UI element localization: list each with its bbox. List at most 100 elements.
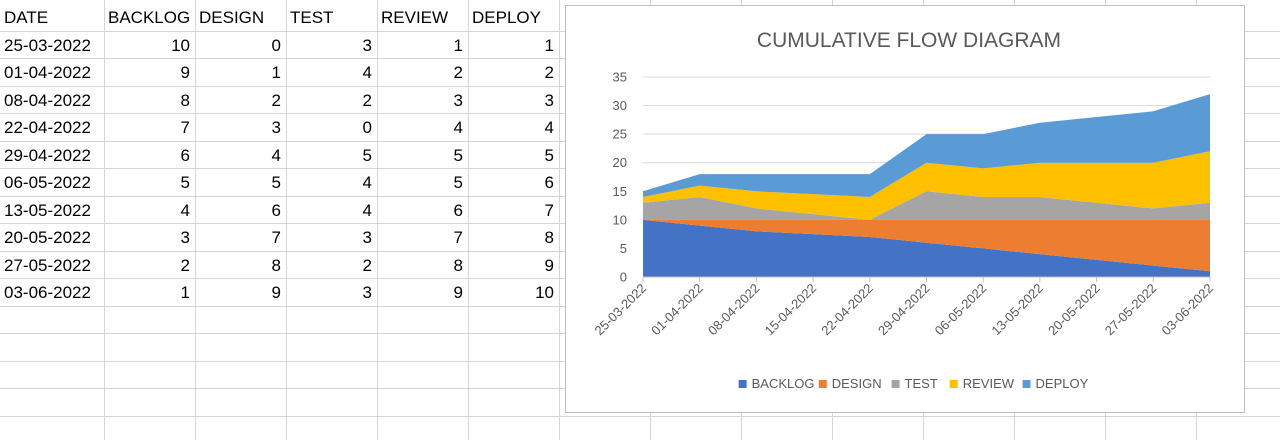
value-cell[interactable]: 1 — [544, 36, 554, 55]
value-cell[interactable]: 10 — [535, 283, 554, 302]
value-cell[interactable]: 9 — [271, 283, 281, 302]
chart-title: CUMULATIVE FLOW DIAGRAM — [757, 29, 1061, 52]
chart-container[interactable]: CUMULATIVE FLOW DIAGRAM 0 5 10 15 20 25 30 35 2… — [565, 5, 1245, 413]
y-axis-ticks: 0 5 10 15 20 25 30 35 — [613, 70, 627, 285]
x-tick-label: 03-06-2022 — [1158, 281, 1216, 339]
value-cell[interactable]: 4 — [544, 118, 554, 137]
date-cell[interactable]: 06-05-2022 — [4, 173, 91, 192]
value-cell[interactable]: 2 — [271, 91, 281, 110]
value-cell[interactable]: 3 — [362, 36, 372, 55]
row-gridline — [0, 416, 1280, 417]
value-cell[interactable]: 7 — [453, 228, 463, 247]
value-cell[interactable]: 2 — [453, 63, 463, 82]
column-gridline — [195, 0, 196, 440]
value-cell[interactable]: 5 — [544, 146, 554, 165]
value-cell[interactable]: 6 — [453, 201, 463, 220]
date-cell[interactable]: 01-04-2022 — [4, 63, 91, 82]
header-cell[interactable]: BACKLOG — [108, 8, 191, 27]
legend-label-backlog: BACKLOG — [752, 376, 815, 391]
value-cell[interactable]: 6 — [544, 173, 554, 192]
value-cell[interactable]: 9 — [544, 256, 554, 275]
value-cell[interactable]: 3 — [362, 228, 372, 247]
value-cell[interactable]: 10 — [171, 36, 190, 55]
legend-swatch-deploy — [1022, 380, 1031, 388]
y-tick-label: 0 — [620, 270, 627, 285]
value-cell[interactable]: 1 — [453, 36, 463, 55]
y-tick-label: 10 — [613, 212, 627, 227]
header-cell[interactable]: TEST — [290, 8, 334, 27]
date-cell[interactable]: 22-04-2022 — [4, 118, 91, 137]
value-cell[interactable]: 6 — [180, 146, 190, 165]
column-gridline — [286, 0, 287, 440]
date-cell[interactable]: 25-03-2022 — [4, 36, 91, 55]
legend-swatch-backlog — [738, 380, 747, 388]
value-cell[interactable]: 7 — [271, 228, 281, 247]
value-cell[interactable]: 0 — [362, 118, 372, 137]
value-cell[interactable]: 4 — [180, 201, 190, 220]
legend-label-test: TEST — [905, 376, 938, 391]
y-tick-label: 15 — [613, 184, 627, 199]
value-cell[interactable]: 4 — [271, 146, 281, 165]
header-cell[interactable]: REVIEW — [381, 8, 449, 27]
value-cell[interactable]: 0 — [271, 36, 281, 55]
x-axis — [642, 276, 1211, 282]
value-cell[interactable]: 3 — [180, 228, 190, 247]
x-tick-label: 20-05-2022 — [1045, 281, 1103, 339]
x-tick-label: 27-05-2022 — [1102, 281, 1160, 339]
date-cell[interactable]: 08-04-2022 — [4, 91, 91, 110]
legend-label-review: REVIEW — [963, 376, 1015, 391]
area-test — [643, 191, 1210, 220]
header-cell[interactable]: DEPLOY — [472, 8, 541, 27]
x-tick-label: 06-05-2022 — [932, 281, 990, 339]
cumulative-flow-chart: CUMULATIVE FLOW DIAGRAM 0 5 10 15 20 25 30 35 2… — [591, 29, 1216, 391]
header-cell[interactable]: DATE — [4, 8, 49, 27]
value-cell[interactable]: 5 — [180, 173, 190, 192]
x-tick-label: 15-04-2022 — [762, 281, 820, 339]
value-cell[interactable]: 8 — [544, 228, 554, 247]
x-tick-label: 01-04-2022 — [648, 281, 706, 339]
value-cell[interactable]: 3 — [271, 118, 281, 137]
x-tick-label: 08-04-2022 — [705, 281, 763, 339]
value-cell[interactable]: 5 — [453, 173, 463, 192]
value-cell[interactable]: 2 — [544, 63, 554, 82]
y-tick-label: 20 — [613, 155, 627, 170]
value-cell[interactable]: 7 — [180, 118, 190, 137]
date-cell[interactable]: 20-05-2022 — [4, 228, 91, 247]
value-cell[interactable]: 4 — [362, 63, 372, 82]
value-cell[interactable]: 2 — [362, 256, 372, 275]
date-cell[interactable]: 29-04-2022 — [4, 146, 91, 165]
value-cell[interactable]: 3 — [544, 91, 554, 110]
legend-swatch-design — [818, 380, 827, 388]
legend-swatch-test — [891, 380, 900, 388]
column-gridline — [468, 0, 469, 440]
value-cell[interactable]: 9 — [180, 63, 190, 82]
date-cell[interactable]: 13-05-2022 — [4, 201, 91, 220]
value-cell[interactable]: 1 — [271, 63, 281, 82]
value-cell[interactable]: 7 — [544, 201, 554, 220]
value-cell[interactable]: 8 — [453, 256, 463, 275]
value-cell[interactable]: 4 — [362, 173, 372, 192]
value-cell[interactable]: 6 — [271, 201, 281, 220]
value-cell[interactable]: 4 — [453, 118, 463, 137]
value-cell[interactable]: 1 — [180, 283, 190, 302]
value-cell[interactable]: 3 — [453, 91, 463, 110]
x-axis-ticks: 25-03-2022 01-04-2022 08-04-2022 15-04-2022… — [591, 281, 1216, 339]
value-cell[interactable]: 5 — [271, 173, 281, 192]
header-cell[interactable]: DESIGN — [199, 8, 265, 27]
value-cell[interactable]: 3 — [362, 283, 372, 302]
date-cell[interactable]: 27-05-2022 — [4, 256, 91, 275]
value-cell[interactable]: 8 — [180, 91, 190, 110]
value-cell[interactable]: 9 — [453, 283, 463, 302]
x-tick-label: 22-04-2022 — [818, 281, 876, 339]
x-tick-label: 29-04-2022 — [875, 281, 933, 339]
value-cell[interactable]: 5 — [362, 146, 372, 165]
value-cell[interactable]: 2 — [180, 256, 190, 275]
value-cell[interactable]: 8 — [271, 256, 281, 275]
area-deploy — [643, 94, 1210, 197]
value-cell[interactable]: 4 — [362, 201, 372, 220]
area-design — [643, 219, 1210, 272]
column-gridline — [559, 0, 560, 440]
value-cell[interactable]: 2 — [362, 91, 372, 110]
date-cell[interactable]: 03-06-2022 — [4, 283, 91, 302]
value-cell[interactable]: 5 — [453, 146, 463, 165]
